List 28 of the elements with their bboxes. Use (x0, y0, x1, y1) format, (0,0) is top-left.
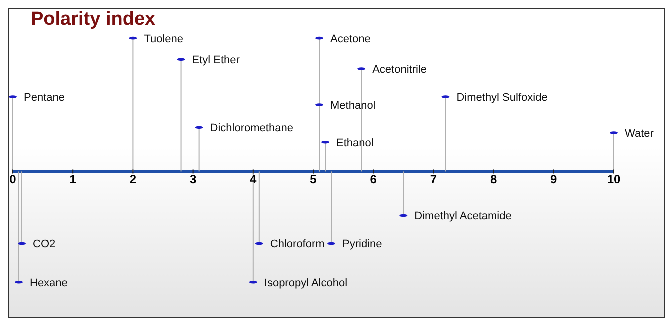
annotation: Water (625, 128, 654, 140)
x-tick-label: 1 (70, 172, 77, 187)
annotation: Dichloromethane (210, 122, 294, 135)
x-tick-label: 0 (10, 172, 17, 187)
x-tick-label: 9 (550, 172, 558, 187)
annotation: Ethanol (336, 137, 374, 150)
annotation: Isopropyl Alcohol (264, 277, 348, 290)
annotation: Pyridine (342, 238, 382, 251)
annotation: Tuolene (144, 33, 184, 46)
x-tick-label: 5 (310, 172, 318, 187)
annotation: Acetone (330, 33, 371, 46)
annotation: Chloroform (270, 238, 325, 251)
x-tick-label: 3 (190, 172, 197, 187)
x-tick-label: 8 (490, 172, 498, 187)
x-tick-label: 6 (370, 172, 378, 187)
x-tick-label: 2 (130, 172, 137, 187)
chart-title: Polarity index (31, 9, 156, 31)
annotation: Pentane (24, 92, 65, 104)
annotation: Hexane (30, 277, 68, 290)
x-tick-label: 4 (250, 172, 258, 187)
x-tick-label: 10 (607, 172, 621, 187)
annotation: Methanol (330, 100, 376, 112)
x-tick-label: 7 (430, 172, 438, 187)
annotation: Etyl Ether (192, 54, 240, 67)
annotation: Dimethyl Sulfoxide (456, 92, 548, 104)
annotation: Dimethyl Acetamide (414, 210, 512, 223)
annotation: CO2 (33, 238, 56, 251)
annotation: Acetonitrile (372, 64, 427, 76)
